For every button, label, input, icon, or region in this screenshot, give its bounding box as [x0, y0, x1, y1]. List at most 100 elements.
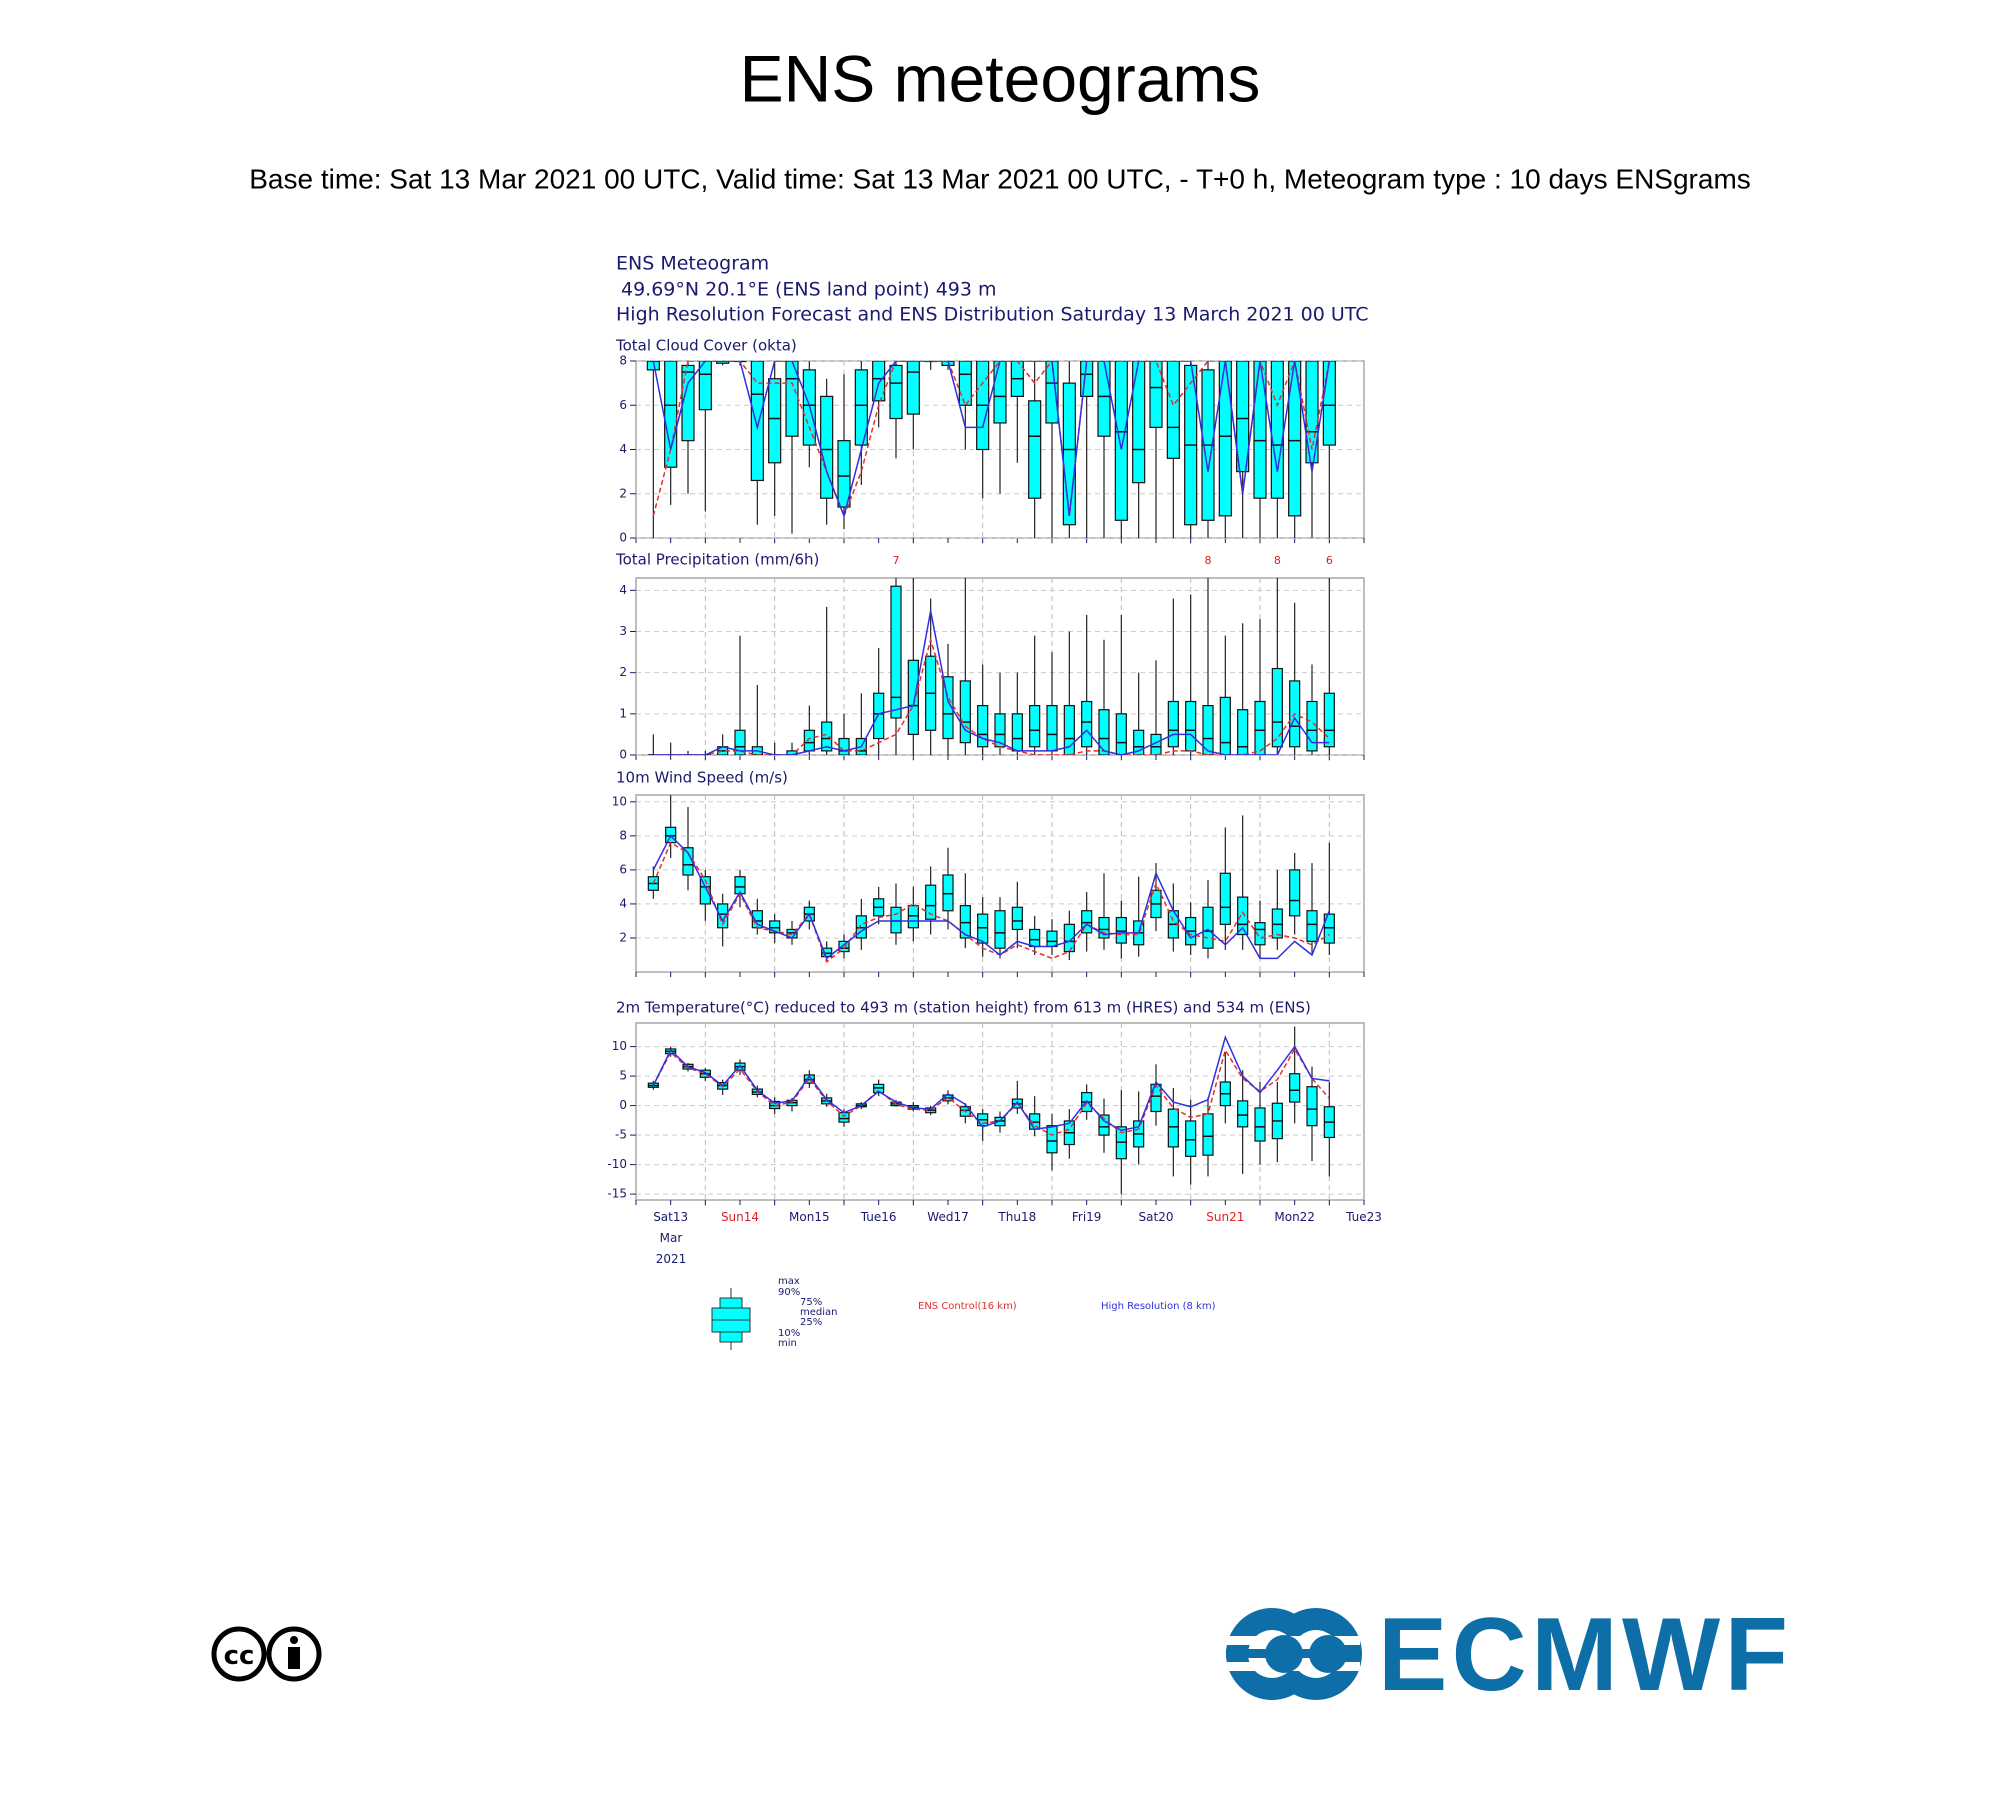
box	[1289, 1073, 1301, 1103]
box	[1323, 913, 1335, 944]
box	[1029, 928, 1041, 948]
page-title: ENS meteograms	[740, 41, 1261, 115]
box	[1115, 916, 1127, 944]
box	[994, 910, 1006, 949]
box	[959, 680, 971, 744]
legend-p90: 90%	[778, 1287, 800, 1298]
box-legend-labels: max 90% 75% median 25% 10% min	[778, 1276, 838, 1349]
box	[1306, 700, 1318, 752]
box	[837, 440, 851, 508]
overflow-label: 8	[1205, 554, 1212, 567]
box	[699, 876, 711, 905]
box	[734, 729, 746, 755]
legend-p10: 10%	[778, 1328, 800, 1339]
box	[838, 1112, 850, 1123]
box	[1237, 1100, 1249, 1128]
y-tick-label: 6	[619, 862, 627, 876]
overflow-label: 7	[893, 554, 900, 567]
y-tick-label: 8	[619, 828, 627, 842]
box	[1011, 906, 1023, 931]
y-tick-label: 10	[612, 794, 627, 808]
y-tick-label: 2	[619, 930, 627, 944]
box	[1323, 692, 1335, 748]
box	[854, 369, 868, 446]
box	[873, 692, 885, 740]
box	[681, 364, 695, 442]
box	[838, 940, 850, 953]
y-tick-label: 8	[619, 354, 627, 368]
box	[768, 378, 782, 464]
box	[1011, 713, 1023, 752]
box	[1237, 896, 1249, 936]
panel-frame	[635, 1022, 1365, 1201]
panel-title: Total Cloud Cover (okta)	[615, 337, 797, 355]
box	[646, 361, 660, 371]
box	[1046, 930, 1058, 948]
day-label: Sat13	[653, 1210, 688, 1224]
box	[1098, 1114, 1110, 1136]
box-legend-glyph	[711, 1288, 751, 1350]
plot-area	[647, 795, 1335, 964]
day-label: Mon15	[789, 1210, 830, 1224]
legend-max: max	[778, 1276, 800, 1287]
day-label: Thu18	[997, 1210, 1036, 1224]
box	[890, 906, 902, 934]
box	[821, 721, 833, 752]
box	[803, 729, 815, 752]
location: 49.69°N 20.1°E (ENS land point) 493 m	[621, 279, 997, 301]
y-tick-label: 2	[619, 486, 627, 500]
y-tick-label: 4	[619, 442, 627, 456]
box	[1236, 361, 1250, 473]
y-tick-label: 6	[619, 398, 627, 412]
box	[1149, 361, 1163, 428]
box	[1271, 667, 1283, 748]
box	[1028, 400, 1042, 499]
box	[907, 659, 919, 736]
box	[1150, 1083, 1162, 1113]
cc-logo: cc	[211, 1626, 322, 1682]
box	[977, 913, 989, 944]
y-tick-label: 4	[619, 583, 627, 597]
box	[698, 361, 712, 411]
box	[1098, 916, 1110, 939]
year-label: 2021	[656, 1252, 687, 1266]
box	[1046, 705, 1058, 752]
box	[1167, 700, 1179, 748]
description: High Resolution Forecast and ENS Distrib…	[616, 304, 1369, 326]
box	[1029, 705, 1041, 748]
y-tick-label: 10	[612, 1039, 627, 1053]
box	[906, 361, 920, 415]
legend-p75: 75%	[800, 1297, 822, 1308]
month-label: Mar	[660, 1231, 683, 1245]
box	[1098, 709, 1110, 755]
y-tick-label: 1	[619, 706, 627, 720]
box	[1046, 1125, 1058, 1154]
meteogram-title: ENS Meteogram	[616, 253, 769, 275]
series-line	[652, 1047, 1330, 1136]
legend-median: median	[800, 1307, 838, 1318]
y-tick-label: 0	[619, 1098, 627, 1112]
y-tick-label: -10	[607, 1157, 627, 1171]
series-line	[652, 361, 1331, 519]
y-tick-label: -5	[615, 1128, 627, 1142]
ecmwf-emblem	[1226, 1608, 1362, 1700]
box	[1254, 700, 1266, 755]
plot-area	[647, 1026, 1335, 1195]
box	[890, 585, 902, 719]
day-label: Tue23	[1345, 1210, 1382, 1224]
box	[872, 361, 886, 402]
plot-area	[646, 361, 1336, 538]
box	[1306, 1086, 1318, 1127]
day-label: Fri19	[1072, 1210, 1102, 1224]
box	[1271, 908, 1283, 939]
box	[889, 364, 903, 420]
y-tick-label: 3	[619, 624, 627, 638]
plot-area	[647, 578, 1335, 755]
box	[1254, 1107, 1266, 1142]
box	[1063, 923, 1075, 953]
series-line	[652, 1034, 1330, 1132]
box	[855, 915, 867, 939]
subtitle: Base time: Sat 13 Mar 2021 00 UTC, Valid…	[249, 163, 1751, 194]
